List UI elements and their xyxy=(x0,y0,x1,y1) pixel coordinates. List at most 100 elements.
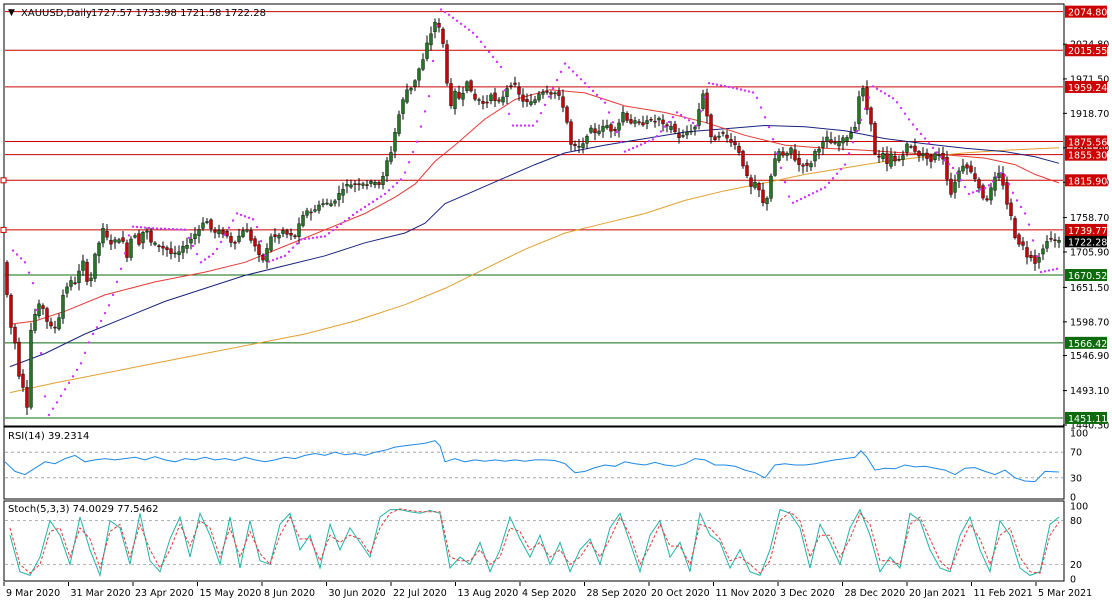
sar-dot xyxy=(183,228,187,231)
sar-dot xyxy=(927,142,931,145)
candle-body xyxy=(485,101,489,104)
stochastic-pane[interactable]: 100 80 20 0 Stoch(5,3,3) 74.0029 77.5462 xyxy=(3,500,1088,586)
candle-body xyxy=(353,183,357,185)
candle xyxy=(861,85,865,102)
candle-body xyxy=(673,123,677,132)
candle xyxy=(1021,237,1025,251)
sar-dot xyxy=(667,120,671,124)
candle-body xyxy=(509,85,513,87)
sar-dot xyxy=(479,40,483,44)
sar-dot xyxy=(759,106,763,109)
sar-dot xyxy=(443,10,447,14)
candle xyxy=(105,224,109,241)
candle xyxy=(585,134,589,149)
level-price-label: 1875.56 xyxy=(1068,137,1107,148)
candle-body xyxy=(409,88,413,91)
sar-dot xyxy=(959,178,963,182)
sar-dot xyxy=(271,258,275,262)
candle-body xyxy=(453,90,457,109)
candle-body xyxy=(497,99,501,102)
candle-body xyxy=(549,92,553,95)
candle xyxy=(221,226,225,239)
ma-mid-line xyxy=(9,124,1060,368)
sar-dot xyxy=(531,124,535,127)
candle xyxy=(1033,249,1037,271)
candle xyxy=(5,260,9,298)
sar-dot xyxy=(611,121,615,124)
level-price-tag: 1670.52 xyxy=(1065,269,1107,282)
candle-body xyxy=(369,181,373,184)
candle-body xyxy=(817,148,821,153)
candle-body xyxy=(725,134,729,139)
candle-body xyxy=(173,252,177,255)
candle xyxy=(801,162,805,174)
candle-body xyxy=(273,234,277,237)
candle xyxy=(649,116,653,123)
candle-body xyxy=(81,260,85,271)
sar-dot xyxy=(67,381,71,385)
sar-dot xyxy=(311,236,315,240)
level-price-label: 2074.80 xyxy=(1068,8,1107,19)
symbol-menu-arrow-icon[interactable]: ▼ xyxy=(8,8,15,18)
candle xyxy=(317,200,321,214)
sar-dot xyxy=(367,203,371,206)
level-price-label: 1451.11 xyxy=(1068,414,1107,425)
sar-dot xyxy=(787,195,791,198)
candle xyxy=(1001,166,1005,190)
candle-body xyxy=(721,132,725,134)
candle xyxy=(769,173,773,202)
candle-body xyxy=(653,120,657,123)
price-pane[interactable]: 2024.801971.501918.701865.601812.801758.… xyxy=(0,3,1109,432)
candle xyxy=(425,35,429,62)
sar-dot xyxy=(31,281,35,285)
sar-dot xyxy=(583,81,587,85)
sar-dot xyxy=(555,78,559,82)
candle-body xyxy=(229,236,233,243)
candle xyxy=(673,120,677,135)
candle-body xyxy=(961,165,965,172)
candle xyxy=(289,228,293,241)
level-handle[interactable] xyxy=(0,226,7,233)
candle-body xyxy=(517,86,521,95)
sar-dot xyxy=(971,191,975,194)
sar-dot xyxy=(391,185,395,188)
sar-dot xyxy=(895,101,899,104)
candle-body xyxy=(877,155,881,158)
candle xyxy=(1017,232,1021,247)
level-price-labels: 2074.80 2015.55 1959.24 1875.56 1855.30 1815.… xyxy=(1065,5,1107,425)
candle xyxy=(489,92,493,105)
level-price-tag: 1451.11 xyxy=(1065,411,1107,425)
sar-dot xyxy=(211,252,215,256)
candle xyxy=(873,121,877,156)
candle xyxy=(45,306,49,329)
sar-dot xyxy=(343,219,347,223)
sar-dot xyxy=(63,388,67,391)
candle xyxy=(597,124,601,136)
candle-body xyxy=(9,294,13,328)
candle xyxy=(505,85,509,104)
candle-body xyxy=(633,120,637,124)
level-price-tag-bg xyxy=(1065,148,1107,161)
rsi-pane[interactable]: 100 70 30 0 RSI(14) 39.2314 xyxy=(3,426,1088,504)
candle xyxy=(997,165,1001,181)
sar-dot xyxy=(243,215,247,218)
candle xyxy=(361,181,365,189)
candle xyxy=(225,229,229,239)
candle xyxy=(121,230,125,244)
level-handle[interactable] xyxy=(0,177,7,184)
time-tick-label: 31 Mar 2020 xyxy=(71,588,131,599)
candle-body xyxy=(597,130,601,134)
rsi-reference-lines xyxy=(5,451,1063,479)
candle-body xyxy=(609,124,613,132)
candle xyxy=(917,149,921,162)
candle xyxy=(581,137,585,154)
sar-dot xyxy=(891,97,895,100)
sar-dot xyxy=(539,111,543,115)
sar-dot xyxy=(435,24,439,28)
candle xyxy=(617,118,621,138)
candle xyxy=(713,134,717,142)
candle xyxy=(693,125,697,136)
candle xyxy=(237,228,241,244)
candle-body xyxy=(489,94,493,102)
candle-body xyxy=(445,44,449,84)
